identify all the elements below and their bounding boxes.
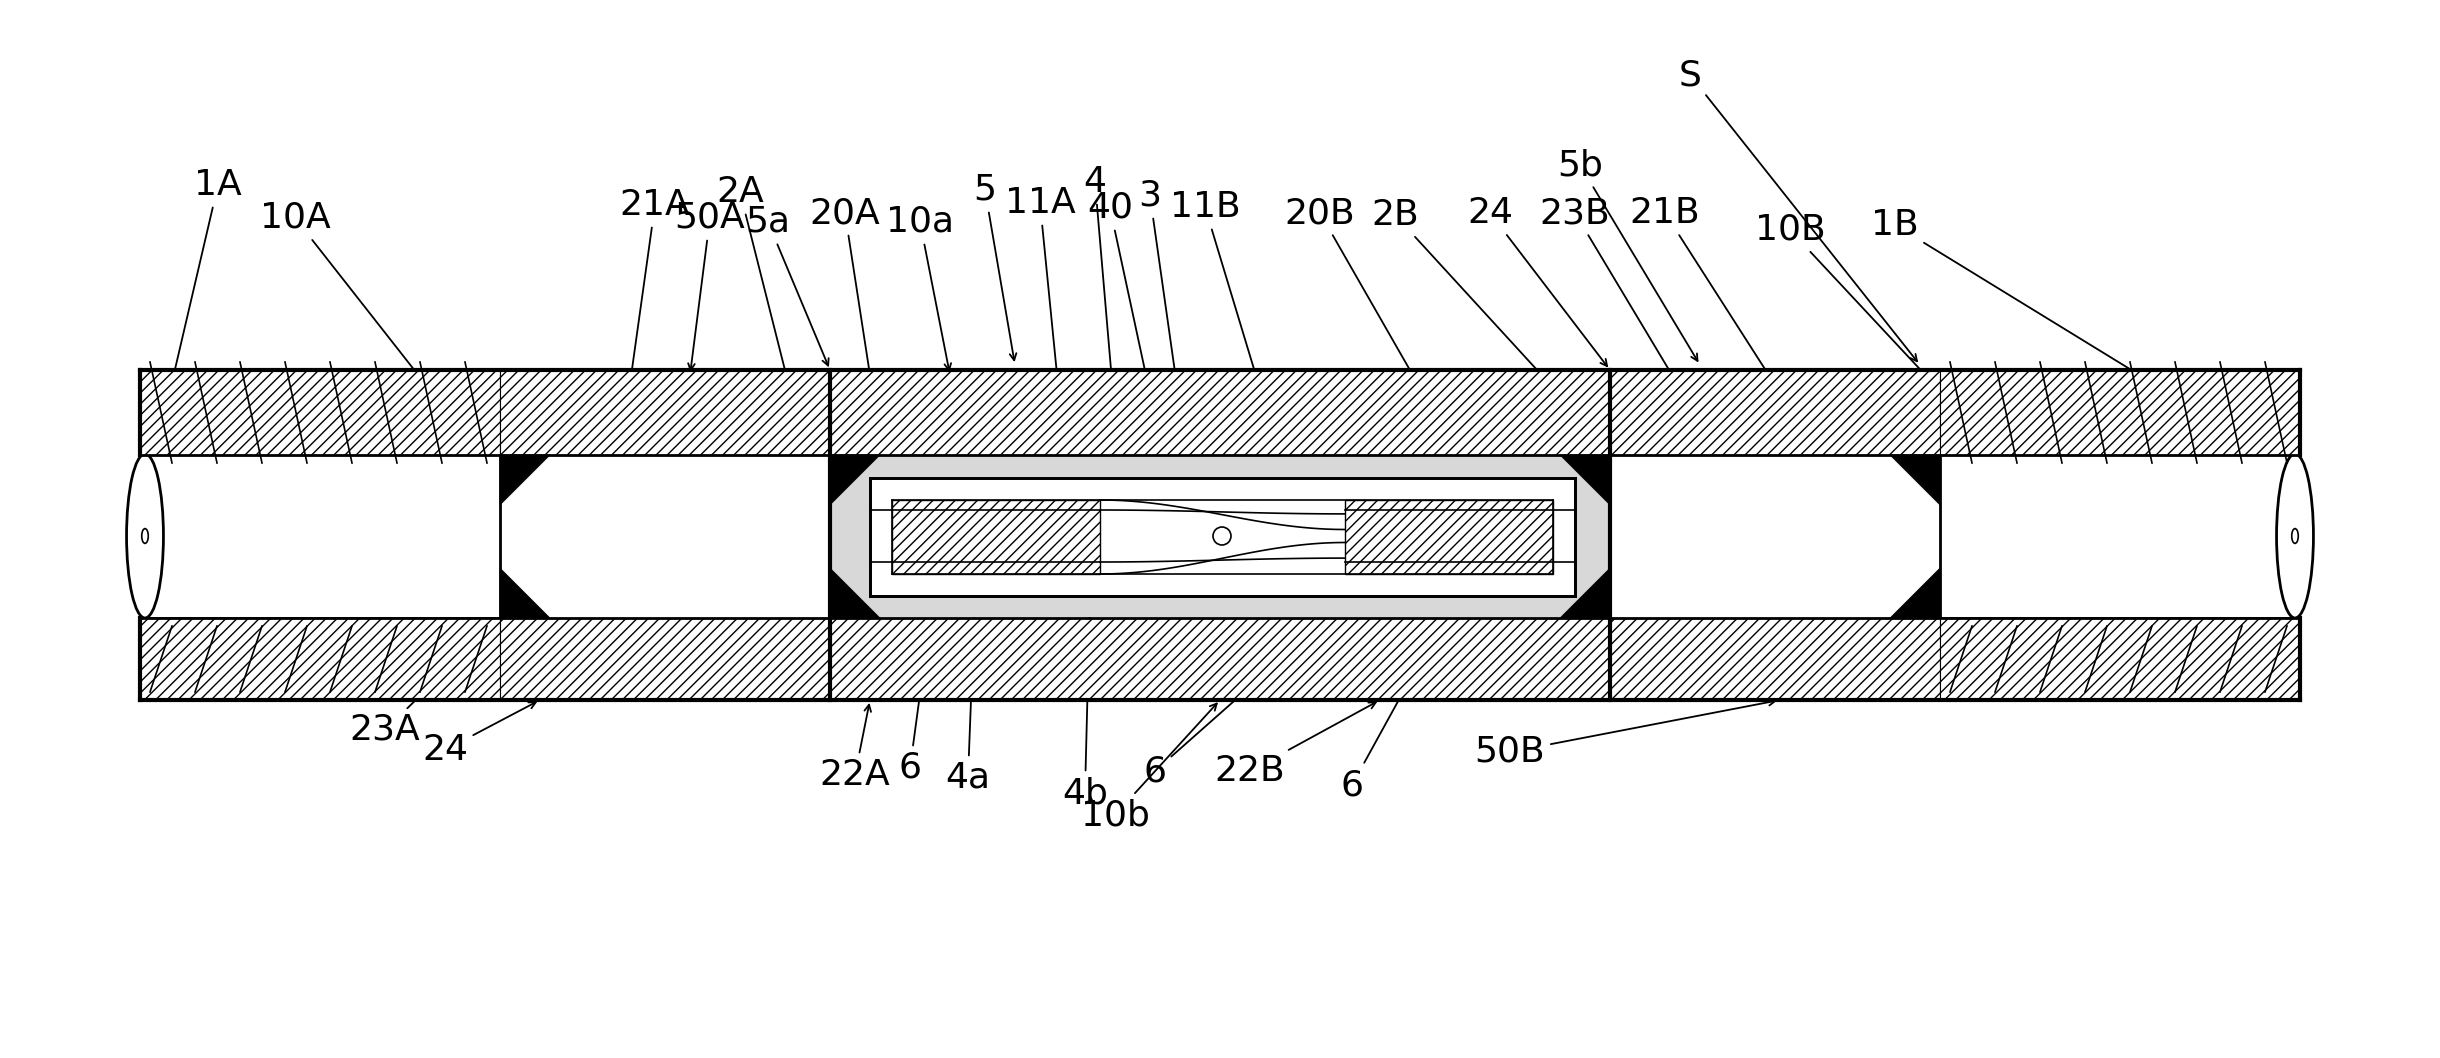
Text: 23B: 23B [1540,196,1718,451]
Polygon shape [1344,500,1552,574]
Polygon shape [871,478,1574,596]
Text: 5a: 5a [747,205,830,366]
Text: 10b: 10b [1081,704,1218,832]
Text: 2B: 2B [1371,198,1557,391]
Text: 20B: 20B [1286,196,1447,436]
Polygon shape [1940,618,2301,700]
Text: 3: 3 [1139,179,1191,473]
Text: 11B: 11B [1169,190,1281,451]
Text: 11A: 11A [1005,186,1076,451]
Text: 10a: 10a [886,205,954,370]
Text: 1A: 1A [154,168,242,451]
Polygon shape [830,370,1610,455]
Bar [1940,454,2296,618]
Polygon shape [1559,455,1610,505]
Text: 50A: 50A [673,201,744,370]
Text: 6: 6 [1144,628,1318,788]
Bar [144,454,500,618]
Polygon shape [500,618,830,700]
Text: 1B: 1B [1871,208,2267,453]
Polygon shape [830,455,881,505]
Polygon shape [1891,568,1940,618]
Polygon shape [500,568,549,618]
Text: 22B: 22B [1215,703,1376,788]
Text: 24: 24 [422,703,537,767]
Bar [832,456,1608,617]
Ellipse shape [142,529,149,544]
Text: 10A: 10A [259,201,427,386]
Polygon shape [1891,455,1940,505]
Text: 5b: 5b [1557,148,1698,361]
Text: 4: 4 [1083,165,1122,470]
Text: 21A: 21A [617,188,691,451]
Text: 23A: 23A [349,621,498,747]
Polygon shape [1559,568,1610,618]
Text: 20A: 20A [810,196,881,435]
Text: 4b: 4b [1061,601,1108,810]
Polygon shape [139,370,500,455]
Polygon shape [1610,618,1940,700]
Polygon shape [139,618,500,700]
Text: 22A: 22A [820,705,891,792]
Text: 4a: 4a [947,601,991,795]
Text: 40: 40 [1086,191,1176,506]
Text: 21B: 21B [1630,196,1818,451]
Text: 10B: 10B [1754,213,1996,452]
Polygon shape [830,618,1610,700]
Polygon shape [500,455,549,505]
Polygon shape [139,455,2301,618]
Ellipse shape [2277,454,2313,618]
Text: 6: 6 [898,625,932,785]
Polygon shape [1940,370,2301,455]
Text: S: S [1679,58,1918,361]
Polygon shape [1610,370,1940,455]
Ellipse shape [127,454,163,618]
Polygon shape [830,568,881,618]
Text: 2A: 2A [715,175,791,385]
Polygon shape [893,500,1100,574]
Text: 24: 24 [1466,196,1608,366]
Ellipse shape [1213,527,1232,545]
Ellipse shape [2291,529,2298,544]
Text: 6: 6 [1340,630,1437,802]
Text: 50B: 50B [1474,699,1776,769]
Polygon shape [500,370,830,455]
Text: 5: 5 [974,174,1017,361]
